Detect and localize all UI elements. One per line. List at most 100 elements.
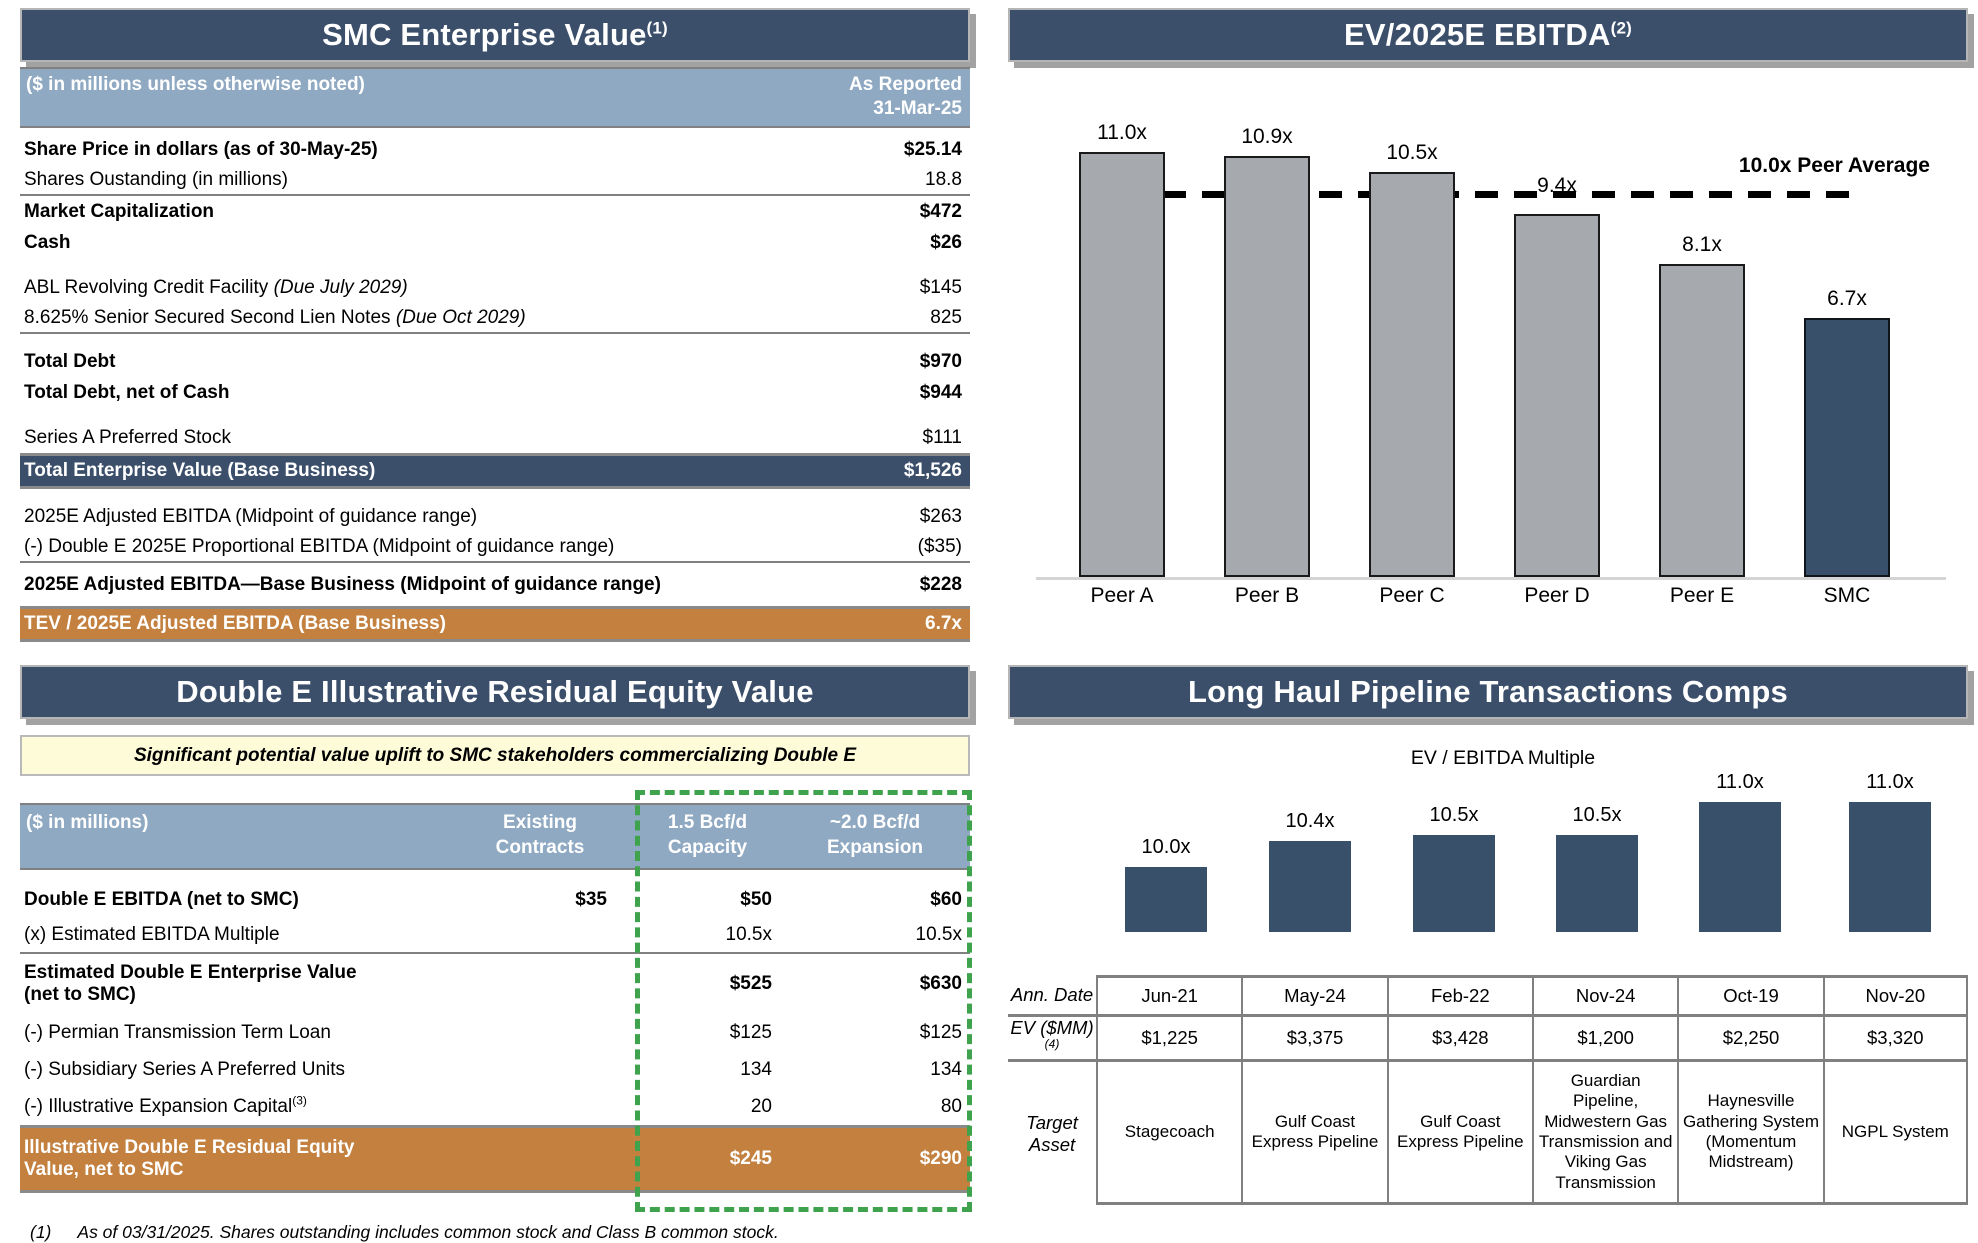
column-header-2-0-bcfd-expansion: ~2.0 Bcf/d Expansion	[826, 812, 924, 858]
existing-contracts-value: $35	[575, 889, 607, 910]
capacity-value: $125	[729, 1021, 772, 1043]
expansion-value: 10.5x	[915, 924, 962, 945]
bar-value-label: 11.0x	[1866, 771, 1914, 793]
footnote-number: (1)	[30, 1222, 52, 1242]
comps-cell-r3c1: Stagecoach	[1096, 1062, 1242, 1205]
bar-transaction-6	[1849, 802, 1931, 932]
row-label: Total Debt, net of Cash	[24, 381, 230, 403]
footnote-text: As of 03/31/2025. Shares outstanding inc…	[77, 1222, 779, 1242]
row-label: Total Debt	[24, 350, 116, 372]
table-row: 2025E Adjusted EBITDA (Midpoint of guida…	[20, 501, 970, 532]
comps-cell-r3c5: Haynesville Gathering System (Momentum M…	[1677, 1062, 1823, 1205]
row-label-line: Estimated Double E Enterprise Value	[24, 962, 357, 984]
row-label: Double E EBITDA (net to SMC)	[20, 889, 465, 911]
table-row: Series A Preferred Stock $111	[20, 422, 970, 453]
expansion-value: 80	[940, 1095, 962, 1117]
table-row: (-) Subsidiary Series A Preferred Units 1…	[20, 1051, 970, 1088]
bar-value-label: 10.5x	[1572, 804, 1622, 826]
x-axis-label: Peer D	[1524, 584, 1590, 607]
row-label-target-asset: Target Asset	[1008, 1062, 1096, 1205]
row-label: Series A Preferred Stock	[24, 426, 231, 448]
peer-average-dashed-line	[1085, 191, 1853, 198]
row-label: 2025E Adjusted EBITDA (Midpoint of guida…	[24, 505, 478, 527]
double-e-residual-equity-panel: Double E Illustrative Residual Equity Va…	[20, 665, 972, 1242]
peer-average-label: 10.0x Peer Average	[1738, 154, 1930, 177]
footnote-ref-3: (3)	[292, 1093, 307, 1108]
value-uplift-callout: Significant potential value uplift to SM…	[20, 735, 970, 776]
due-date-note: (Due July 2029)	[273, 276, 408, 298]
expansion-value: $630	[919, 973, 962, 994]
row-label-ann-date: Ann. Date	[1008, 975, 1096, 1017]
comps-cell-r2c1: $1,225	[1096, 1017, 1242, 1062]
section-title-bar: Double E Illustrative Residual Equity Va…	[20, 665, 970, 719]
comps-cell-r2c5: $2,250	[1677, 1017, 1823, 1062]
double-e-table-rows: Double E EBITDA (net to SMC) $35 $50 $60 (x)…	[20, 870, 970, 1193]
x-axis-line	[1036, 577, 1946, 580]
row-label-text: Target Asset	[1026, 1112, 1078, 1155]
comps-cell-r1c1: Jun-21	[1096, 975, 1242, 1017]
section-title: Long Haul Pipeline Transactions Comps	[1188, 674, 1788, 709]
ev-ebitda-chart-panel: EV/2025E EBITDA(2) 10.0x Peer Average 11…	[1008, 8, 1968, 658]
capacity-value: 134	[740, 1058, 772, 1080]
bar-value-label: 11.0x	[1716, 771, 1764, 793]
expansion-value: $60	[930, 889, 962, 910]
row-value: 825	[930, 306, 962, 328]
table-header-band: ($ in millions) Existing Contracts 1.5 Bc…	[20, 803, 970, 870]
row-value: ($35)	[917, 535, 962, 557]
row-label: 8.625% Senior Secured Second Lien Notes …	[24, 306, 526, 328]
bar-value-label: 10.0x	[1141, 836, 1191, 858]
comps-cell-r1c4: Nov-24	[1531, 975, 1678, 1017]
row-value: 6.7x	[925, 613, 962, 634]
row-value: $145	[919, 276, 962, 298]
comps-cell-r2c4: $1,200	[1531, 1017, 1678, 1062]
row-label-line: Value, net to SMC	[24, 1159, 184, 1180]
row-value: $944	[919, 381, 962, 403]
bar-value-label: 6.7x	[1827, 287, 1867, 310]
pipeline-comps-panel: Long Haul Pipeline Transactions Comps EV…	[1008, 665, 1968, 1225]
due-date-note: (Due Oct 2029)	[395, 306, 526, 328]
bar-value-label: 10.5x	[1386, 141, 1438, 164]
bar-peer-d	[1514, 214, 1600, 577]
comps-cell-r3c4: Guardian Pipeline, Midwestern Gas Transm…	[1531, 1062, 1678, 1205]
bar-smc	[1804, 318, 1890, 577]
row-label-line: (-) Subsidiary Series A Preferred Units	[24, 1058, 346, 1080]
row-label: ABL Revolving Credit Facility (Due July …	[24, 276, 408, 298]
table-row: Illustrative Double E Residual Equity Val…	[20, 1125, 970, 1193]
table-row: Market Capitalization $472	[20, 196, 970, 227]
bar-transaction-2	[1269, 841, 1351, 932]
footnote-1: (1) As of 03/31/2025. Shares outstanding…	[30, 1222, 779, 1243]
row-label: Total Enterprise Value (Base Business)	[24, 460, 376, 481]
bar-peer-a	[1079, 152, 1165, 577]
row-label: (-) Double E 2025E Proportional EBITDA (…	[24, 535, 615, 557]
section-title: Double E Illustrative Residual Equity Va…	[176, 674, 814, 709]
x-axis-label: Peer B	[1234, 584, 1300, 607]
expansion-value: 134	[930, 1058, 962, 1080]
section-title-bar: EV/2025E EBITDA(2)	[1008, 8, 1968, 62]
row-label-line: Illustrative Double E Residual Equity	[24, 1137, 355, 1159]
section-title: EV/2025E EBITDA	[1344, 17, 1611, 52]
table-row: Total Enterprise Value (Base Business) $1…	[20, 453, 970, 489]
row-label: Illustrative Double E Residual Equity Val…	[20, 1137, 465, 1181]
comps-cell-r2c6: $3,320	[1822, 1017, 1968, 1062]
table-row: 2025E Adjusted EBITDA—Base Business (Mid…	[20, 569, 970, 600]
row-value: 18.8	[925, 168, 962, 190]
table-row: Total Debt $970	[20, 346, 970, 377]
x-axis-label: Peer E	[1669, 584, 1735, 607]
column-header-1-5-bcfd-capacity: 1.5 Bcf/d Capacity	[667, 812, 748, 858]
expansion-value: $125	[919, 1021, 962, 1043]
table-row: 8.625% Senior Secured Second Lien Notes …	[20, 303, 970, 334]
as-reported-label: As Reported	[849, 74, 962, 95]
table-row: (-) Illustrative Expansion Capital(3) 20 8…	[20, 1088, 970, 1125]
bar-peer-b	[1224, 156, 1310, 577]
row-value: $1,526	[903, 460, 962, 481]
row-label: (-) Subsidiary Series A Preferred Units	[20, 1059, 465, 1081]
table-row: Estimated Double E Enterprise Value (net …	[20, 954, 970, 1014]
x-axis-label: Peer C	[1379, 584, 1445, 607]
row-value: $25.14	[903, 138, 962, 160]
table-row: (x) Estimated EBITDA Multiple 10.5x 10.5x	[20, 918, 970, 954]
row-label: Share Price in dollars (as of 30-May-25)	[24, 138, 378, 160]
row-label: Cash	[24, 231, 71, 253]
bar-value-label: 11.0x	[1097, 121, 1147, 144]
row-label: Market Capitalization	[24, 200, 215, 222]
